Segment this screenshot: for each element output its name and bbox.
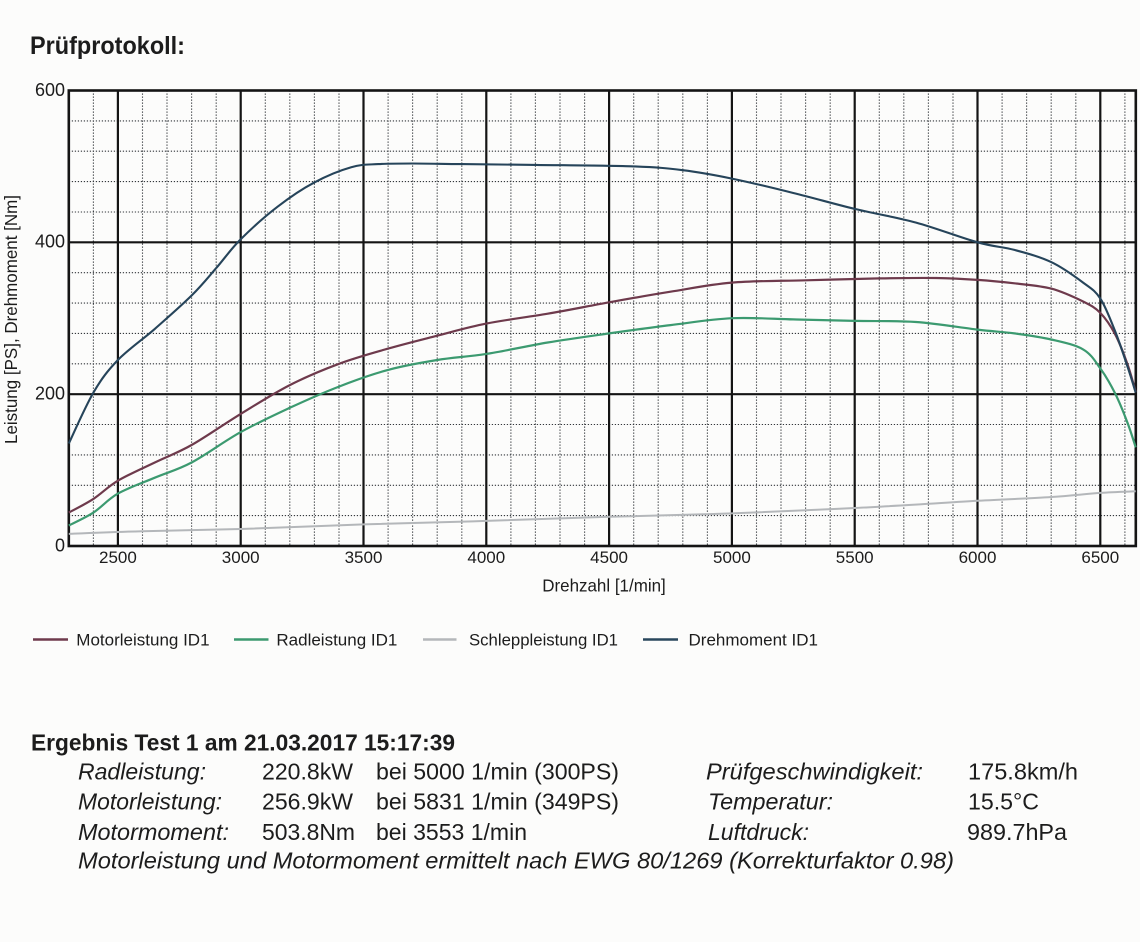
- svg-text:15.5°C: 15.5°C: [968, 789, 1039, 815]
- svg-text:5500: 5500: [836, 548, 874, 567]
- svg-text:Motorleistung ID1: Motorleistung ID1: [76, 631, 209, 650]
- svg-text:Motorleistung:: Motorleistung:: [78, 789, 222, 815]
- svg-text:6500: 6500: [1081, 548, 1119, 567]
- svg-text:Motorleistung und Motormoment: Motorleistung und Motormoment ermittelt …: [78, 848, 954, 874]
- svg-text:2500: 2500: [99, 548, 137, 567]
- svg-text:Drehzahl [1/min]: Drehzahl [1/min]: [542, 576, 666, 596]
- svg-text:Ergebnis Test 1 am 21.03.2017: Ergebnis Test 1 am 21.03.2017 15:17:39: [31, 730, 455, 756]
- svg-text:0: 0: [55, 535, 65, 555]
- svg-text:Prüfprotokoll:: Prüfprotokoll:: [30, 32, 185, 60]
- svg-text:4500: 4500: [590, 548, 628, 567]
- svg-text:220.8kW: 220.8kW: [262, 759, 353, 785]
- svg-text:200: 200: [35, 384, 65, 404]
- svg-text:bei 3553 1/min: bei 3553 1/min: [376, 819, 527, 845]
- svg-text:4000: 4000: [467, 548, 505, 567]
- svg-text:400: 400: [35, 232, 65, 252]
- svg-text:Luftdruck:: Luftdruck:: [708, 819, 809, 845]
- svg-text:Temperatur:: Temperatur:: [708, 789, 833, 815]
- svg-text:bei 5000 1/min (300PS): bei 5000 1/min (300PS): [376, 759, 619, 785]
- svg-text:Radleistung:: Radleistung:: [78, 759, 206, 785]
- svg-text:Prüfgeschwindigkeit:: Prüfgeschwindigkeit:: [706, 759, 923, 785]
- svg-text:Schleppleistung ID1: Schleppleistung ID1: [469, 631, 618, 650]
- svg-text:5000: 5000: [713, 548, 751, 567]
- svg-text:Radleistung ID1: Radleistung ID1: [276, 631, 397, 650]
- svg-text:256.9kW: 256.9kW: [262, 789, 353, 815]
- svg-text:503.8Nm: 503.8Nm: [262, 819, 355, 845]
- svg-text:175.8km/h: 175.8km/h: [968, 759, 1078, 785]
- svg-text:600: 600: [35, 80, 65, 100]
- svg-text:989.7hPa: 989.7hPa: [967, 819, 1067, 845]
- svg-text:Leistung [PS], Drehmoment [Nm]: Leistung [PS], Drehmoment [Nm]: [1, 195, 21, 444]
- svg-text:Drehmoment ID1: Drehmoment ID1: [689, 631, 818, 650]
- svg-text:bei 5831 1/min (349PS): bei 5831 1/min (349PS): [376, 789, 619, 815]
- svg-text:6000: 6000: [959, 548, 997, 567]
- svg-text:3500: 3500: [345, 548, 383, 567]
- svg-text:Motormoment:: Motormoment:: [78, 819, 229, 845]
- svg-text:3000: 3000: [222, 548, 260, 567]
